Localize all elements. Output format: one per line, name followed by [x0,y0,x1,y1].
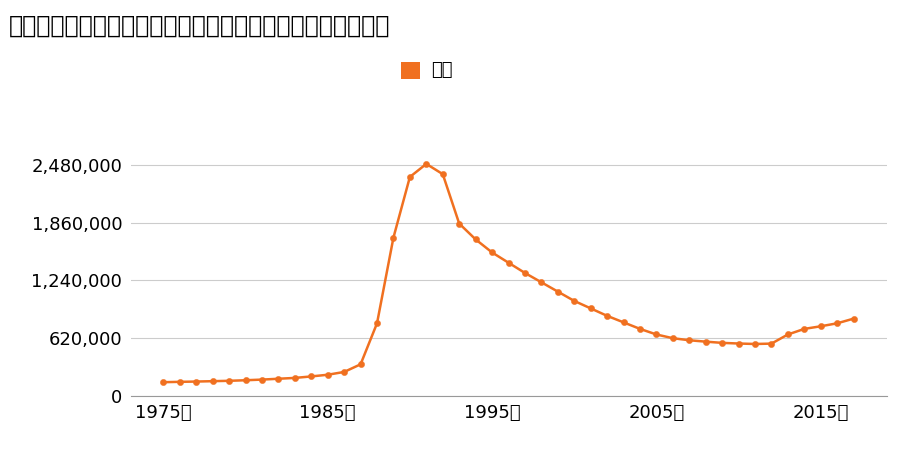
Text: 神奈川県川崎市幸区下平間字稲荷耕地１１１番６の地価推移: 神奈川県川崎市幸区下平間字稲荷耕地１１１番６の地価推移 [9,14,391,37]
Text: 価格: 価格 [431,61,453,79]
